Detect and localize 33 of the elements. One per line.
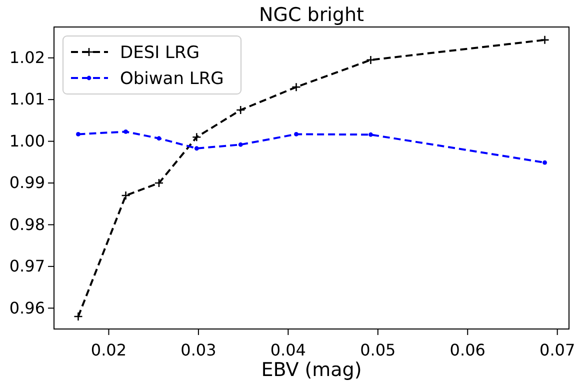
point: [194, 146, 199, 151]
point: [292, 82, 301, 92]
legend-label: Obiwan LRG: [120, 69, 224, 89]
y-tick-label: 0.99: [9, 173, 45, 192]
point: [192, 132, 202, 142]
y-tick-label: 0.96: [9, 298, 45, 318]
x-tick-label: 0.03: [180, 340, 216, 360]
x-tick-label: 0.07: [540, 340, 576, 360]
point: [540, 35, 550, 45]
point: [366, 55, 376, 65]
point: [294, 132, 298, 136]
chart-title: NGC bright: [259, 4, 364, 26]
point: [368, 132, 373, 137]
x-tick-label: 0.06: [450, 340, 486, 360]
x-axis-title: EBV (mag): [261, 359, 362, 381]
x-tick-label: 0.05: [360, 340, 396, 360]
point: [156, 136, 162, 141]
point: [542, 160, 547, 165]
point: [76, 132, 80, 136]
y-tick-label: 0.98: [9, 214, 45, 234]
y-tick-label: 1.01: [9, 90, 45, 109]
point: [154, 178, 164, 188]
y-tick-label: 1.02: [9, 48, 45, 67]
y-tick-label: 1.00: [9, 131, 45, 150]
point: [238, 142, 243, 147]
point: [236, 105, 246, 115]
point: [124, 130, 128, 134]
legend-label: DESI LRG: [120, 43, 200, 63]
point: [121, 190, 130, 200]
x-tick-label: 0.04: [270, 340, 306, 360]
y-tick-label: 0.97: [9, 256, 45, 276]
point: [74, 312, 83, 322]
x-tick-label: 0.02: [90, 340, 127, 360]
